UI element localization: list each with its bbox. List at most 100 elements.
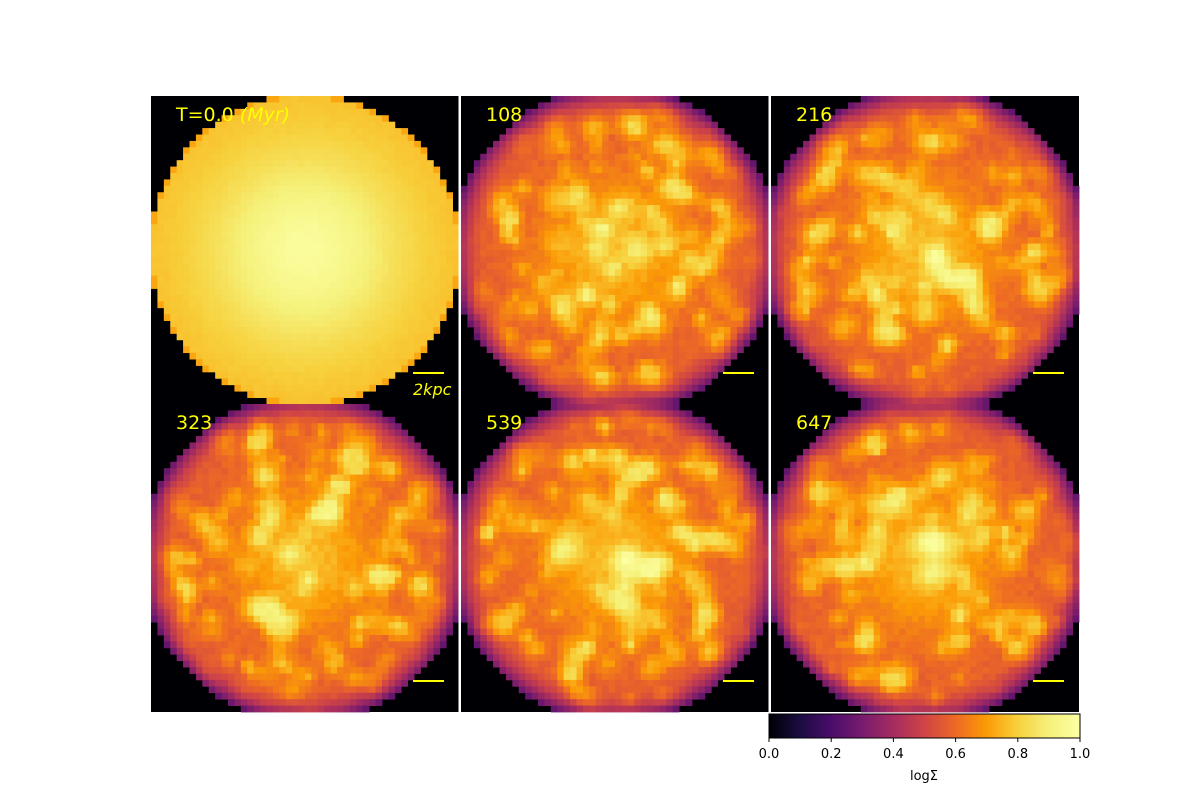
- density-cell: [311, 244, 318, 251]
- density-cell: [976, 263, 983, 270]
- density-cell: [673, 212, 680, 219]
- density-cell: [292, 167, 299, 174]
- density-cell: [628, 192, 635, 199]
- density-cell: [260, 244, 267, 251]
- density-cell: [634, 385, 641, 392]
- density-cell: [506, 154, 513, 161]
- density-cell: [414, 282, 421, 289]
- density-cell: [363, 340, 370, 347]
- density-cell: [177, 244, 184, 251]
- density-cell: [190, 353, 197, 360]
- density-cell: [356, 212, 363, 219]
- density-cell: [842, 250, 849, 257]
- density-cell: [577, 282, 584, 289]
- density-cell: [602, 353, 609, 360]
- density-cell: [500, 276, 507, 283]
- density-cell: [183, 160, 190, 167]
- density-cell: [912, 102, 919, 109]
- density-cell: [583, 224, 590, 231]
- density-cell: [970, 160, 977, 167]
- density-cell: [519, 333, 526, 340]
- density-cell: [350, 212, 357, 219]
- density-cell: [369, 186, 376, 193]
- density-cell: [957, 244, 964, 251]
- density-cell: [241, 314, 248, 321]
- density-cell: [976, 205, 983, 212]
- density-cell: [350, 372, 357, 379]
- density-cell: [615, 366, 622, 373]
- density-cell: [996, 135, 1003, 142]
- density-cell: [525, 295, 532, 302]
- density-cell: [673, 109, 680, 116]
- density-cell: [433, 250, 440, 257]
- density-cell: [273, 385, 280, 392]
- density-cell: [724, 289, 731, 296]
- density-cell: [318, 154, 325, 161]
- density-cell: [660, 186, 667, 193]
- density-cell: [577, 115, 584, 122]
- density-cell: [519, 212, 526, 219]
- density-cell: [660, 359, 667, 366]
- density-cell: [564, 186, 571, 193]
- density-cell: [906, 179, 913, 186]
- density-cell: [177, 276, 184, 283]
- density-cell: [822, 218, 829, 225]
- density-cell: [209, 218, 216, 225]
- density-cell: [679, 173, 686, 180]
- density-cell: [500, 263, 507, 270]
- density-cell: [480, 244, 487, 251]
- density-cell: [480, 340, 487, 347]
- density-cell: [724, 212, 731, 219]
- density-cell: [867, 115, 874, 122]
- density-cell: [395, 340, 402, 347]
- density-cell: [190, 192, 197, 199]
- density-cell: [254, 321, 261, 328]
- density-cell: [382, 372, 389, 379]
- density-cell: [1047, 192, 1054, 199]
- density-cell: [861, 147, 868, 154]
- density-cell: [324, 102, 331, 109]
- density-cell: [241, 154, 248, 161]
- density-cell: [944, 186, 951, 193]
- density-cell: [395, 154, 402, 161]
- density-cell: [286, 173, 293, 180]
- density-cell: [324, 154, 331, 161]
- density-cell: [711, 321, 718, 328]
- density-cell: [810, 141, 817, 148]
- density-cell: [382, 122, 389, 129]
- density-cell: [500, 269, 507, 276]
- density-cell: [797, 218, 804, 225]
- density-cell: [589, 346, 596, 353]
- density-cell: [654, 109, 661, 116]
- density-cell: [414, 340, 421, 347]
- density-cell: [177, 282, 184, 289]
- density-cell: [525, 366, 532, 373]
- density-cell: [686, 289, 693, 296]
- density-cell: [609, 391, 616, 398]
- density-cell: [822, 237, 829, 244]
- density-cell: [705, 205, 712, 212]
- density-cell: [311, 192, 318, 199]
- density-cell: [1002, 122, 1009, 129]
- density-cell: [376, 327, 383, 334]
- density-cell: [842, 199, 849, 206]
- density-cell: [848, 256, 855, 263]
- density-cell: [803, 141, 810, 148]
- density-cell: [183, 212, 190, 219]
- density-cell: [564, 173, 571, 180]
- density-cell: [183, 199, 190, 206]
- density-cell: [337, 385, 344, 392]
- density-cell: [621, 224, 628, 231]
- density-cell: [621, 160, 628, 167]
- density-cell: [305, 398, 312, 405]
- density-cell: [641, 282, 648, 289]
- density-cell: [686, 385, 693, 392]
- density-cell: [467, 295, 474, 302]
- density-cell: [151, 212, 158, 219]
- density-cell: [247, 256, 254, 263]
- density-cell: [350, 314, 357, 321]
- density-cell: [401, 295, 408, 302]
- density-cell: [711, 282, 718, 289]
- density-cell: [609, 102, 616, 109]
- density-cell: [427, 327, 434, 334]
